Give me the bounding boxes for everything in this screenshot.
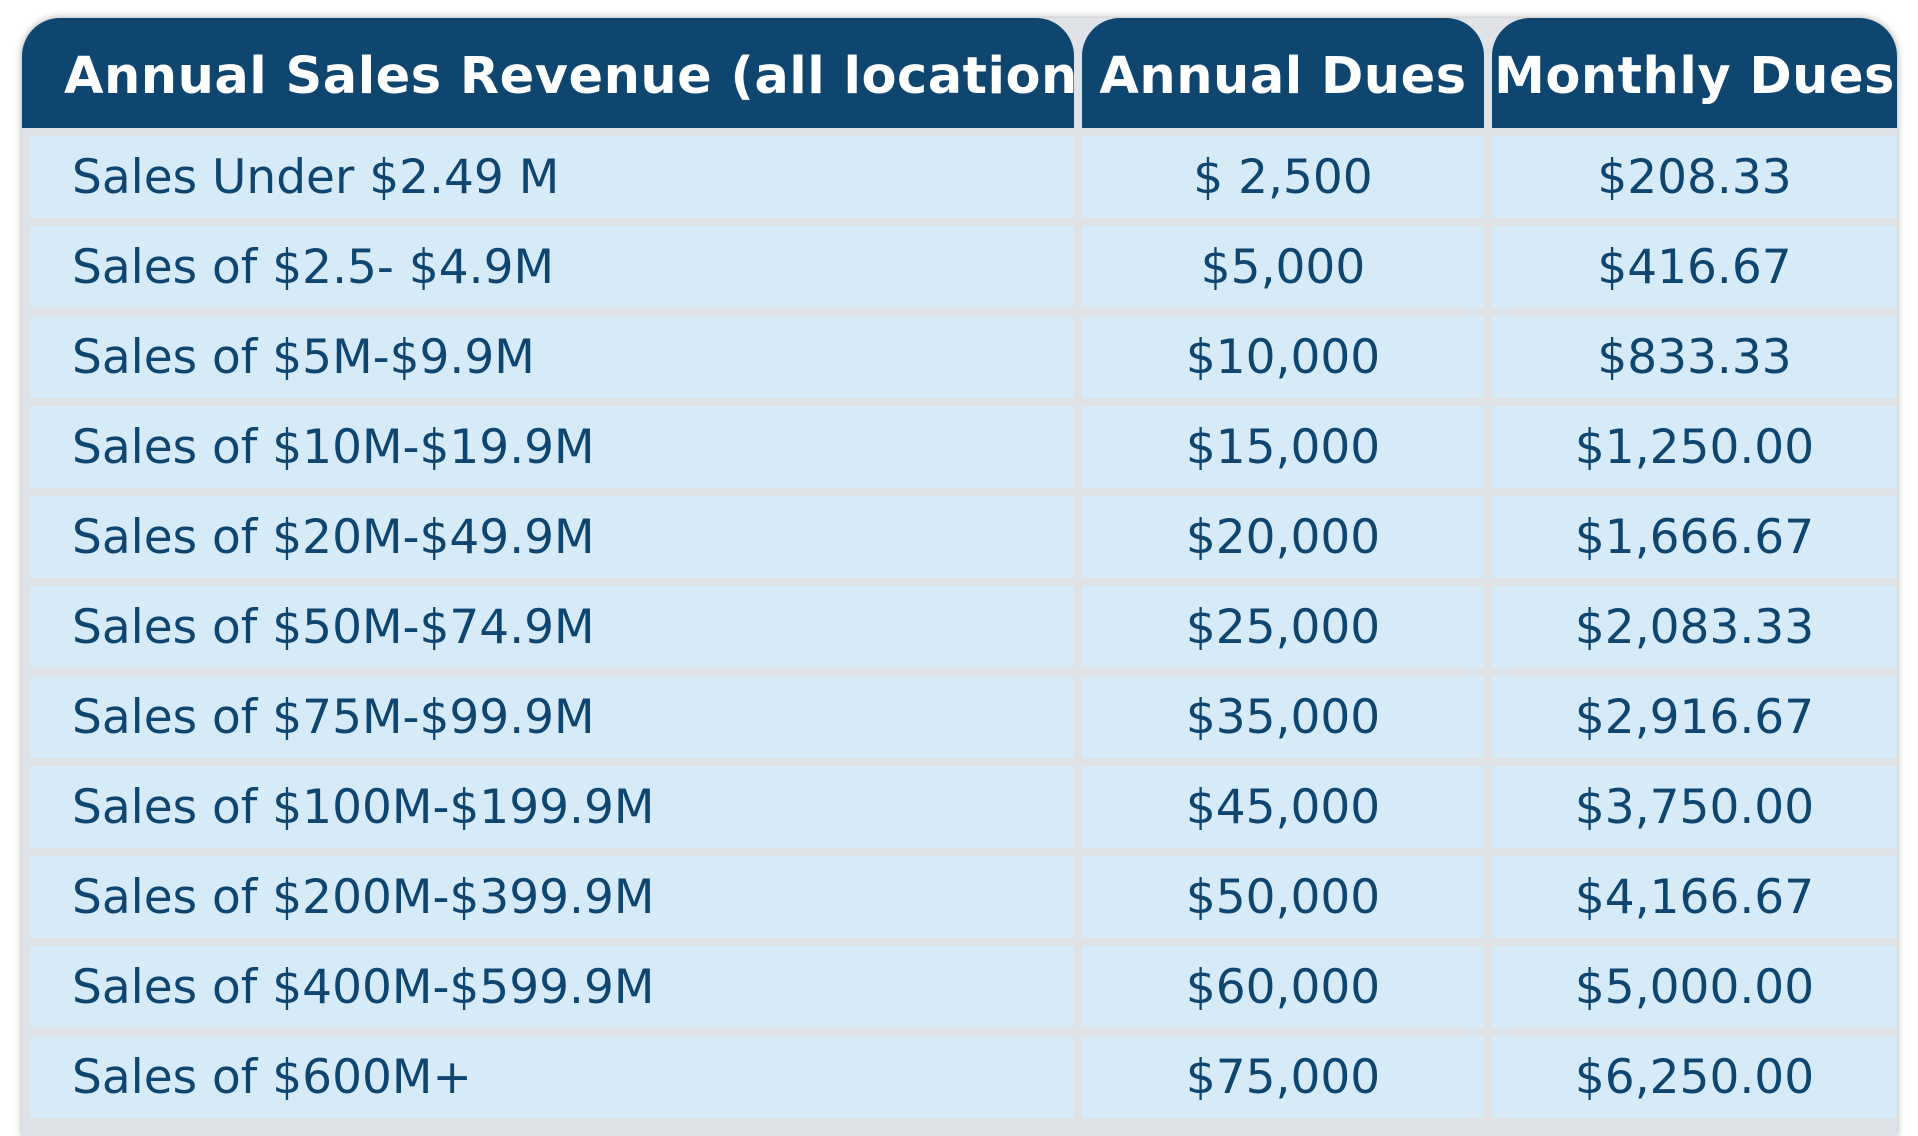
- header-revenue: Annual Sales Revenue (all locations): [22, 18, 1074, 128]
- table-cell-monthly: $833.33: [1492, 316, 1897, 398]
- table-cell-monthly: $2,916.67: [1492, 676, 1897, 758]
- table-cell-annual: $20,000: [1082, 496, 1484, 578]
- table-cell-revenue: Sales of $200M-$399.9M: [30, 856, 1074, 938]
- header-monthly-dues: Monthly Dues: [1492, 18, 1897, 128]
- table-cell-monthly: $4,166.67: [1492, 856, 1897, 938]
- table-cell-revenue: Sales of $10M-$19.9M: [30, 406, 1074, 488]
- table-cell-annual: $15,000: [1082, 406, 1484, 488]
- table-cell-revenue: Sales of $400M-$599.9M: [30, 946, 1074, 1028]
- table-cell-annual: $35,000: [1082, 676, 1484, 758]
- table-cell-revenue: Sales of $20M-$49.9M: [30, 496, 1074, 578]
- table-cell-monthly: $3,750.00: [1492, 766, 1897, 848]
- table-cell-annual: $10,000: [1082, 316, 1484, 398]
- table-cell-annual: $25,000: [1082, 586, 1484, 668]
- table-cell-annual: $ 2,500: [1082, 136, 1484, 218]
- table-cell-revenue: Sales of $100M-$199.9M: [30, 766, 1074, 848]
- table-cell-revenue: Sales of $50M-$74.9M: [30, 586, 1074, 668]
- table-cell-monthly: $1,666.67: [1492, 496, 1897, 578]
- column-annual-dues: Annual Dues $ 2,500 $5,000 $10,000 $15,0…: [1082, 18, 1484, 1136]
- table-cell-monthly: $416.67: [1492, 226, 1897, 308]
- table-cell-annual: $75,000: [1082, 1036, 1484, 1118]
- table-cell-monthly: $2,083.33: [1492, 586, 1897, 668]
- table-cell-revenue: Sales of $75M-$99.9M: [30, 676, 1074, 758]
- table-cell-annual: $50,000: [1082, 856, 1484, 938]
- table-cell-monthly: $1,250.00: [1492, 406, 1897, 488]
- table-cell-annual: $45,000: [1082, 766, 1484, 848]
- table-cell-annual: $60,000: [1082, 946, 1484, 1028]
- column-monthly-dues: Monthly Dues $208.33 $416.67 $833.33 $1,…: [1492, 18, 1897, 1136]
- dues-table: Annual Sales Revenue (all locations) Sal…: [22, 18, 1897, 1136]
- table-cell-monthly: $5,000.00: [1492, 946, 1897, 1028]
- table-cell-monthly: $6,250.00: [1492, 1036, 1897, 1118]
- table-cell-revenue: Sales Under $2.49 M: [30, 136, 1074, 218]
- table-cell-monthly: $208.33: [1492, 136, 1897, 218]
- table-cell-revenue: Sales of $2.5- $4.9M: [30, 226, 1074, 308]
- column-revenue: Annual Sales Revenue (all locations) Sal…: [22, 18, 1074, 1136]
- header-annual-dues: Annual Dues: [1082, 18, 1484, 128]
- table-cell-annual: $5,000: [1082, 226, 1484, 308]
- table-cell-revenue: Sales of $600M+: [30, 1036, 1074, 1118]
- table-cell-revenue: Sales of $5M-$9.9M: [30, 316, 1074, 398]
